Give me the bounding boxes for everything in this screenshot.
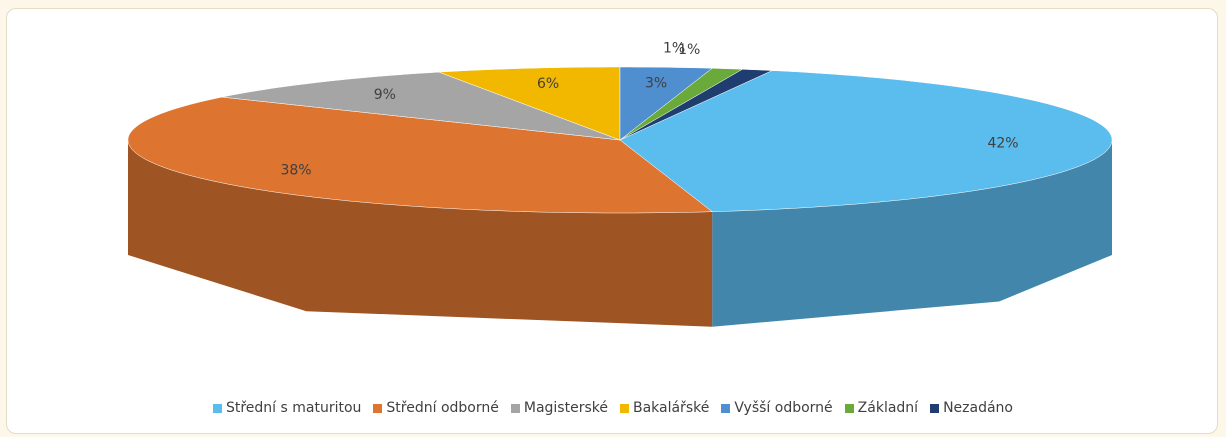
- legend-label: Magisterské: [523, 400, 608, 416]
- data-label: 3%: [645, 75, 667, 91]
- legend-item: Základní: [844, 400, 919, 416]
- data-label: 1%: [678, 42, 700, 58]
- legend-swatch: [721, 403, 731, 413]
- legend-label: Střední s maturitou: [225, 400, 362, 416]
- legend-swatch: [212, 403, 222, 413]
- legend: Střední s maturitou Střední odborné Magist…: [0, 400, 1226, 416]
- legend-swatch: [844, 403, 854, 413]
- pie-slice: [221, 71, 621, 141]
- data-label: 9%: [374, 87, 396, 103]
- legend-label: Bakalářské: [632, 400, 710, 416]
- legend-swatch: [930, 403, 940, 413]
- pie-side: [712, 140, 1112, 327]
- pie-slice: [438, 66, 621, 141]
- legend-label: Vyšší odborné: [734, 400, 833, 416]
- legend-swatch: [373, 403, 383, 413]
- legend-swatch: [619, 403, 629, 413]
- legend-item: Vyšší odborné: [721, 400, 833, 416]
- legend-item: Střední odborné: [373, 400, 499, 416]
- legend-item: Bakalářské: [619, 400, 710, 416]
- legend-label: Základní: [857, 400, 919, 416]
- data-label: 38%: [280, 163, 311, 179]
- data-label: 42%: [987, 136, 1018, 152]
- pie-side: [128, 140, 713, 327]
- legend-item: Magisterské: [510, 400, 608, 416]
- legend-item: Nezadáno: [930, 400, 1013, 416]
- pie-slice: [619, 66, 713, 141]
- legend-label: Nezadáno: [943, 400, 1013, 416]
- legend-label: Střední odborné: [386, 400, 499, 416]
- pie-slice: [619, 70, 1113, 212]
- data-label: 1%: [663, 41, 685, 57]
- legend-item: Střední s maturitou: [212, 400, 362, 416]
- data-label: 6%: [537, 76, 559, 92]
- pie-slice: [619, 69, 773, 141]
- legend-swatch: [510, 403, 520, 413]
- pie-slice: [127, 96, 713, 214]
